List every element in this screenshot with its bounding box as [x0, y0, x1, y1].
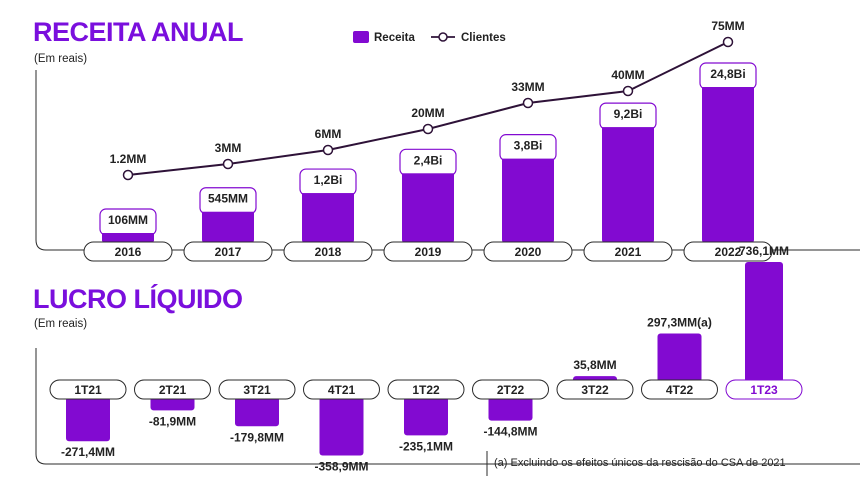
year-pill: [183, 241, 273, 262]
quarter-tick-label: 1T22: [412, 383, 440, 397]
revenue-axis: [35, 70, 860, 251]
profit-axis: [35, 348, 860, 465]
year-pill: [583, 241, 673, 262]
profit-value-label: -179,8MM: [230, 430, 284, 444]
clients-value-label: 20MM: [411, 106, 444, 120]
revenue-bar-cap: [102, 233, 154, 241]
quarter-tick-label: 1T23: [750, 383, 778, 397]
revenue-bar-cap: [202, 211, 254, 220]
clients-value-label: 1.2MM: [110, 152, 147, 166]
profit-value-label: -358,9MM: [314, 460, 368, 474]
clients-point: [222, 158, 234, 170]
profit-value-label: -144,8MM: [483, 425, 537, 439]
quarter-tick-label: 4T21: [328, 383, 356, 397]
profit-title: LUCRO LÍQUIDO: [33, 283, 243, 314]
revenue-title: RECEITA ANUAL: [33, 17, 243, 47]
quarter-pill: [725, 379, 803, 400]
revenue-value-label: 9,2Bi: [614, 107, 643, 121]
revenue-value-label: 106MM: [108, 213, 148, 227]
quarter-pill: [472, 379, 549, 400]
legend-bar-swatch: [353, 31, 369, 43]
clients-point: [322, 144, 334, 156]
revenue-bar-cap: [502, 158, 554, 167]
year-tick-label: 2019: [415, 245, 442, 259]
profit-value-label: -81,9MM: [149, 414, 196, 428]
quarter-pill: [218, 379, 296, 400]
profit-bar: [657, 333, 702, 382]
profit-bar: [66, 397, 110, 442]
legend-line-label: Clientes: [461, 32, 506, 44]
profit-subtitle: (Em reais): [34, 318, 87, 330]
quarter-tick-label: 2T22: [497, 383, 525, 397]
profit-bar: [150, 397, 195, 411]
profit-value-label: -235,1MM: [399, 439, 453, 453]
revenue-value-label: 24,8Bi: [710, 67, 745, 81]
clients-value-label: 3MM: [215, 141, 242, 155]
legend-bar-label: Receita: [374, 32, 416, 44]
year-tick-label: 2018: [315, 245, 342, 259]
clients-value-label: 75MM: [711, 19, 744, 33]
revenue-bar: [302, 193, 354, 243]
clients-point: [622, 85, 634, 97]
profit-value-label: 736,1MM: [739, 244, 789, 258]
quarter-pill: [387, 379, 465, 400]
revenue-bar-cap: [702, 87, 754, 95]
year-pill: [483, 241, 573, 262]
year-tick-label: 2021: [615, 245, 642, 259]
quarter-tick-label: 1T21: [74, 383, 102, 397]
quarter-pill: [641, 379, 718, 400]
profit-bar: [319, 397, 364, 456]
profit-bar: [745, 262, 783, 382]
footnote: (a) Excluindo os efeitos únicos da resci…: [494, 457, 786, 469]
clients-value-label: 33MM: [511, 80, 544, 94]
year-pill: [83, 241, 173, 262]
clients-point: [522, 97, 534, 109]
revenue-bar: [502, 158, 554, 243]
revenue-bar-cap: [602, 127, 654, 136]
profit-value-label: 297,3MM(a): [647, 316, 712, 330]
quarter-tick-label: 2T21: [159, 383, 187, 397]
clients-point: [122, 169, 134, 181]
revenue-subtitle: (Em reais): [34, 53, 87, 65]
revenue-bar: [402, 173, 454, 243]
year-pill: [283, 241, 373, 262]
profit-bar: [488, 397, 533, 421]
legend-line-marker: [438, 32, 448, 42]
revenue-value-label: 545MM: [208, 192, 248, 206]
quarter-pill: [556, 379, 634, 400]
year-tick-label: 2020: [515, 245, 542, 259]
quarter-tick-label: 4T22: [666, 383, 694, 397]
year-tick-label: 2017: [215, 245, 242, 259]
clients-point: [422, 123, 434, 135]
quarter-pill: [49, 379, 127, 400]
profit-bar: [404, 397, 448, 436]
revenue-bar-cap: [402, 173, 454, 182]
profit-value-label: 35,8MM: [573, 358, 616, 372]
year-pill: [383, 241, 473, 262]
year-pill: [683, 241, 773, 262]
revenue-value-label: 3,8Bi: [514, 139, 543, 153]
clients-value-label: 40MM: [611, 68, 644, 82]
profit-bar: [235, 397, 279, 427]
clients-value-label: 6MM: [315, 127, 342, 141]
year-tick-label: 2022: [715, 245, 742, 259]
revenue-value-label: 1,2Bi: [314, 173, 343, 187]
profit-value-label: -271,4MM: [61, 445, 115, 459]
clients-point: [722, 36, 734, 48]
quarter-pill: [134, 379, 211, 400]
quarter-tick-label: 3T22: [581, 383, 609, 397]
year-tick-label: 2016: [115, 245, 142, 259]
quarter-pill: [303, 379, 380, 400]
quarter-tick-label: 3T21: [243, 383, 271, 397]
revenue-bar: [702, 87, 754, 243]
revenue-bar-cap: [302, 193, 354, 202]
revenue-value-label: 2,4Bi: [414, 153, 443, 167]
revenue-bar: [602, 127, 654, 243]
